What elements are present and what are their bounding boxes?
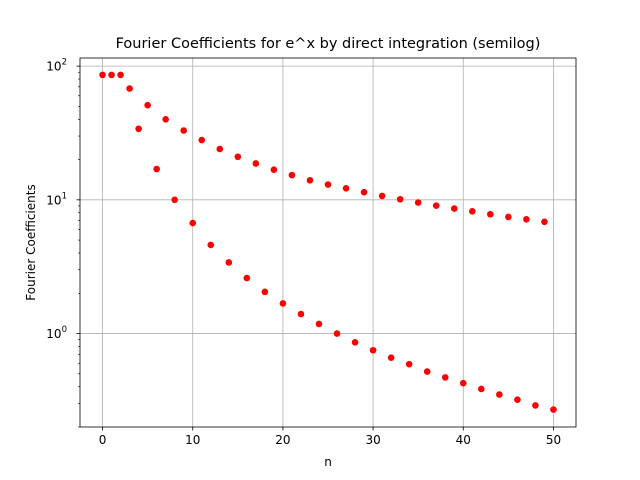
data-point xyxy=(514,396,521,404)
data-point xyxy=(297,310,305,318)
data-point xyxy=(315,320,323,328)
data-point xyxy=(496,391,503,398)
data-point xyxy=(270,166,278,174)
data-point xyxy=(207,241,215,249)
data-point xyxy=(135,125,142,133)
y-tick-label: 101 xyxy=(46,191,67,207)
data-point xyxy=(99,71,106,79)
x-axis-ticks: 0 10 20 30 40 50 xyxy=(99,427,561,447)
data-point xyxy=(189,219,197,227)
data-point xyxy=(387,354,395,361)
data-point xyxy=(198,136,206,144)
x-tick-label: 0 xyxy=(99,433,107,447)
data-point xyxy=(369,346,377,354)
data-point xyxy=(423,368,431,375)
data-point xyxy=(225,259,233,266)
data-point xyxy=(432,202,440,209)
data-point xyxy=(216,145,224,153)
data-point xyxy=(468,208,476,215)
data-point xyxy=(144,101,151,109)
data-point xyxy=(117,71,124,79)
data-point xyxy=(396,195,404,203)
plot-frame xyxy=(79,57,577,428)
data-point xyxy=(478,385,485,393)
x-tick-label: 30 xyxy=(365,433,380,447)
data-point xyxy=(505,213,512,221)
data-point xyxy=(180,127,188,134)
y-tick-label: 100 xyxy=(46,325,67,341)
data-point xyxy=(523,216,530,223)
data-point xyxy=(324,181,332,188)
data-point xyxy=(541,218,548,226)
data-point xyxy=(306,176,314,184)
data-point xyxy=(333,330,341,337)
data-point xyxy=(550,406,557,413)
x-tick-label: 50 xyxy=(546,433,561,447)
data-point xyxy=(351,338,359,346)
data-point xyxy=(279,300,287,307)
data-point xyxy=(532,402,539,409)
data-point xyxy=(126,85,133,92)
x-tick-label: 10 xyxy=(185,433,200,447)
data-point xyxy=(342,184,350,192)
data-points xyxy=(99,71,557,413)
data-point xyxy=(171,196,178,204)
x-tick-label: 40 xyxy=(456,433,471,447)
data-point xyxy=(243,274,251,282)
data-point xyxy=(378,192,386,200)
data-point xyxy=(162,116,169,123)
data-point xyxy=(360,188,368,196)
y-axis-ticks: 100 101 102 xyxy=(46,58,80,428)
data-point xyxy=(252,160,260,167)
data-point xyxy=(234,153,242,161)
data-point xyxy=(288,171,296,179)
y-axis-label: Fourier Coefficients xyxy=(24,184,38,300)
grid-lines xyxy=(80,58,576,427)
y-tick-label: 102 xyxy=(46,58,67,74)
chart-title: Fourier Coefficients for e^x by direct i… xyxy=(116,36,541,52)
data-point xyxy=(487,210,494,218)
data-point xyxy=(441,374,449,381)
data-point xyxy=(153,165,160,173)
data-point xyxy=(261,288,269,296)
x-axis-label: n xyxy=(324,455,332,469)
data-point xyxy=(108,71,115,79)
data-point xyxy=(459,379,467,387)
data-point xyxy=(450,205,458,212)
x-tick-label: 20 xyxy=(275,433,290,447)
data-point xyxy=(405,360,413,368)
data-point xyxy=(414,199,422,206)
